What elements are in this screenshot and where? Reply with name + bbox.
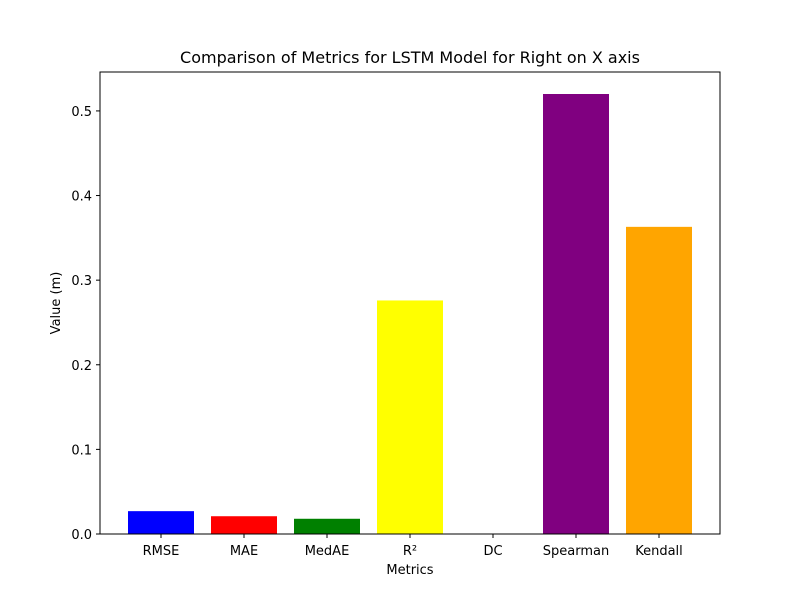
y-axis-ticks: 0.0 0.1 0.2 0.3 0.4 0.5 [71,105,100,543]
y-tick-label-3: 0.3 [71,274,92,289]
x-tick-label-3: R² [403,544,417,559]
x-tick-label-6: Kendall [635,544,683,559]
bar-5 [543,94,609,534]
y-tick-label-5: 0.5 [71,105,92,120]
bar-1 [211,516,277,534]
x-tick-label-5: Spearman [543,544,609,559]
x-axis-label: Metrics [386,563,433,578]
x-tick-label-1: MAE [230,544,258,559]
y-tick-label-4: 0.4 [71,190,92,205]
x-tick-label-2: MedAE [305,544,350,559]
y-tick-label-2: 0.2 [71,359,92,374]
x-tick-label-0: RMSE [143,544,180,559]
bar-3 [377,300,443,534]
bar-6 [626,226,692,534]
x-tick-label-4: DC [483,544,502,559]
y-axis-label: Value (m) [49,272,64,335]
y-tick-label-0: 0.0 [71,528,92,543]
bars-group [128,94,692,534]
y-tick-label-1: 0.1 [71,443,92,458]
bar-2 [294,518,360,534]
bar-0 [128,511,194,534]
x-axis-ticks: RMSE MAE MedAE R² DC Spearman Kendall [143,534,683,559]
chart-title: Comparison of Metrics for LSTM Model for… [180,48,640,67]
